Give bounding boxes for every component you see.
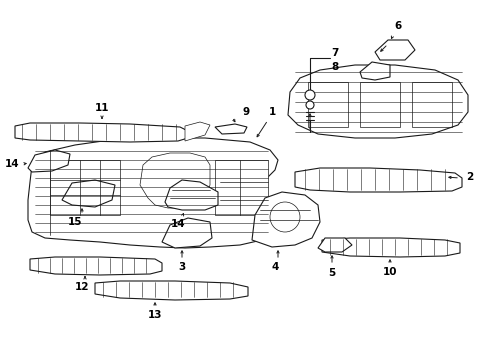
Text: 12: 12 (75, 282, 89, 292)
Text: 3: 3 (178, 262, 185, 272)
Polygon shape (164, 180, 218, 210)
Bar (307, 82, 347, 127)
Text: 13: 13 (147, 310, 162, 320)
Polygon shape (321, 238, 459, 257)
Text: 6: 6 (393, 21, 401, 31)
Text: 14: 14 (5, 159, 19, 169)
Polygon shape (162, 218, 212, 248)
Text: 15: 15 (68, 217, 82, 227)
Text: 9: 9 (242, 107, 249, 117)
Polygon shape (140, 153, 209, 208)
Text: 11: 11 (95, 103, 109, 113)
Polygon shape (359, 62, 389, 80)
Polygon shape (95, 281, 247, 300)
Polygon shape (15, 123, 187, 142)
Polygon shape (28, 138, 278, 248)
Circle shape (305, 90, 314, 100)
Polygon shape (251, 192, 319, 247)
Polygon shape (287, 65, 467, 138)
Text: 2: 2 (466, 172, 473, 182)
Polygon shape (374, 40, 414, 60)
Text: 10: 10 (382, 267, 396, 277)
Polygon shape (50, 160, 120, 215)
Text: 7: 7 (331, 48, 338, 58)
Polygon shape (215, 124, 246, 134)
Text: 8: 8 (331, 62, 338, 72)
Bar (411, 82, 451, 127)
Polygon shape (30, 257, 162, 275)
Bar (359, 82, 399, 127)
Text: 1: 1 (268, 107, 275, 117)
Polygon shape (215, 160, 267, 215)
Polygon shape (317, 238, 351, 252)
Polygon shape (184, 122, 209, 141)
Polygon shape (28, 150, 70, 172)
Circle shape (305, 101, 313, 109)
Text: 14: 14 (170, 219, 185, 229)
Polygon shape (294, 168, 461, 192)
Text: 4: 4 (271, 262, 278, 272)
Text: 5: 5 (328, 268, 335, 278)
Polygon shape (62, 180, 115, 207)
